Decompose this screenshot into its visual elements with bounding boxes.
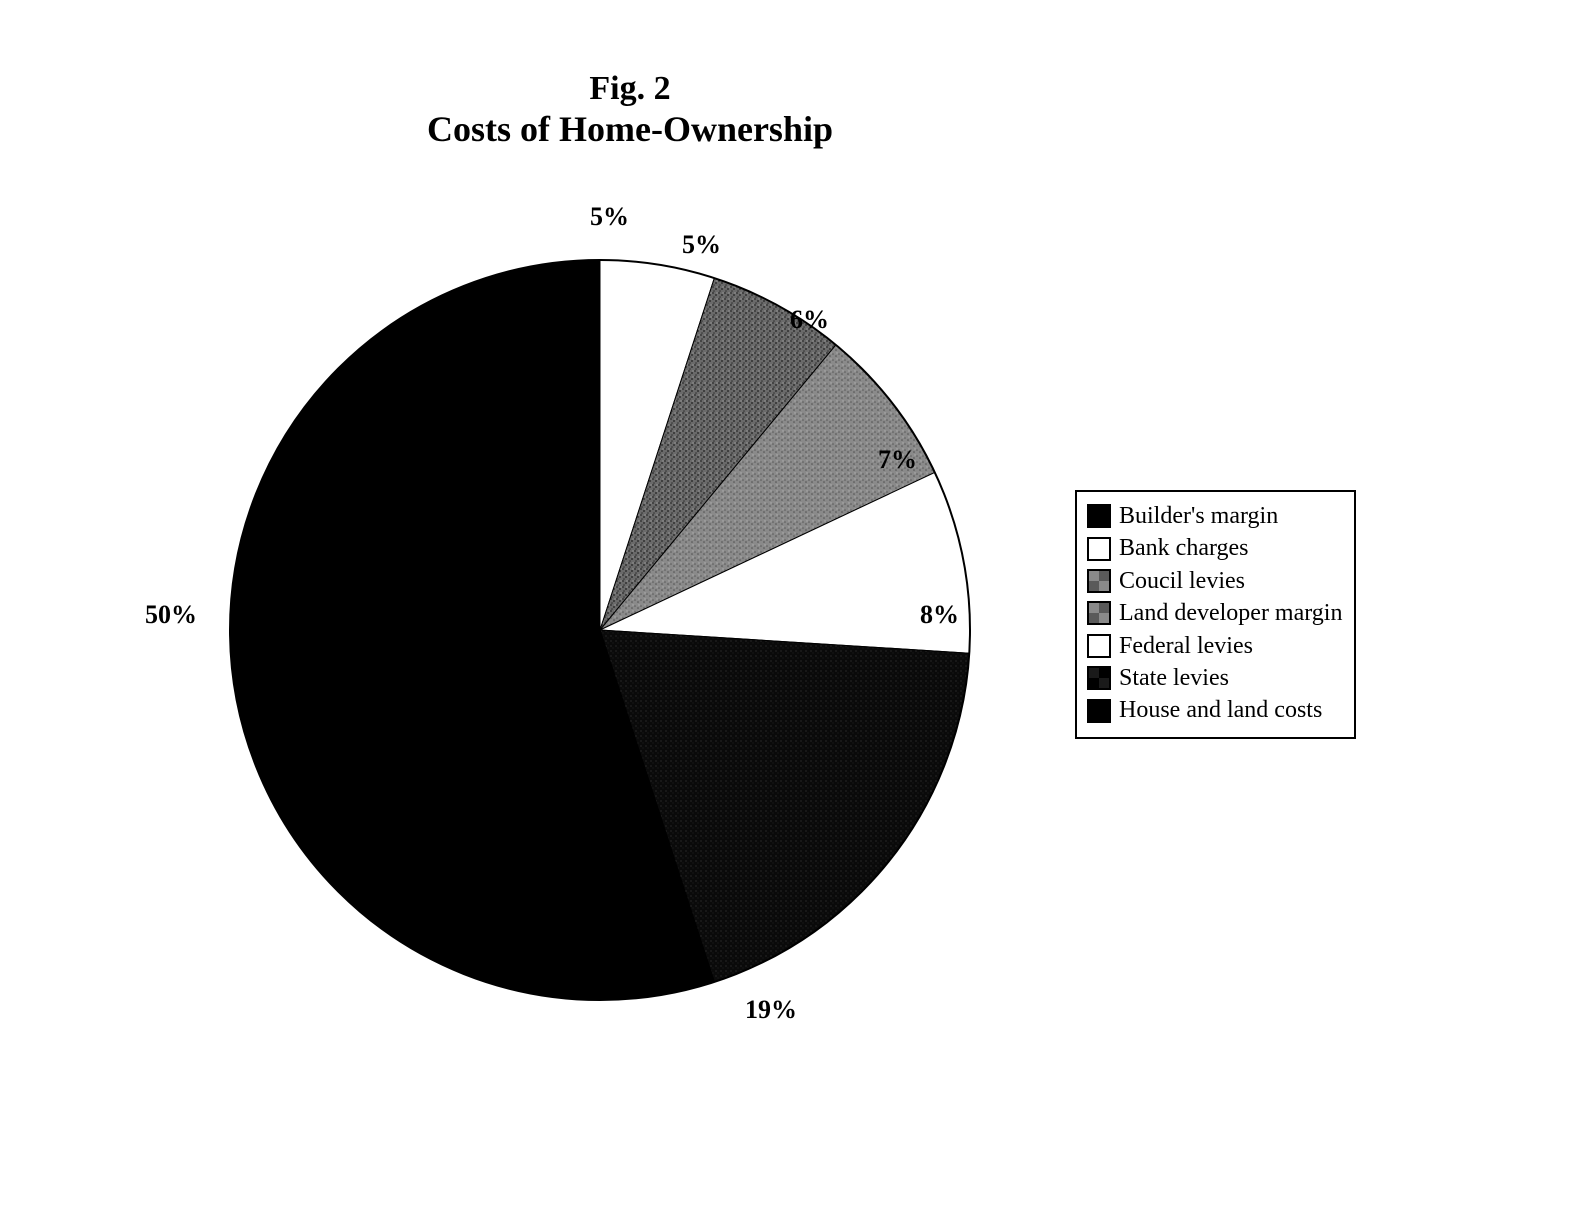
legend: Builder's marginBank chargesCoucil levie… [1075,490,1356,739]
legend-label: Federal levies [1119,630,1253,662]
legend-row: Bank charges [1087,532,1342,564]
slice-label: 5% [590,202,629,232]
legend-swatch [1087,504,1111,528]
legend-swatch [1087,666,1111,690]
legend-swatch [1087,601,1111,625]
legend-label: House and land costs [1119,694,1322,726]
slice-label: 19% [745,995,797,1025]
legend-row: Coucil levies [1087,565,1342,597]
slice-label: 50% [145,600,197,630]
legend-label: State levies [1119,662,1229,694]
legend-swatch [1087,699,1111,723]
legend-label: Coucil levies [1119,565,1245,597]
title-block: Fig. 2 Costs of Home-Ownership [0,70,1260,150]
legend-label: Builder's margin [1119,500,1278,532]
legend-swatch [1087,634,1111,658]
legend-row: Federal levies [1087,630,1342,662]
slice-label: 5% [682,230,721,260]
legend-row: State levies [1087,662,1342,694]
page: Fig. 2 Costs of Home-Ownership [0,0,1577,1208]
pie-svg [190,220,1010,1040]
slice-label: 8% [920,600,959,630]
pie-chart: 5%5%6%7%8%19%50% [190,220,1010,1040]
legend-swatch [1087,537,1111,561]
legend-row: Land developer margin [1087,597,1342,629]
slice-label: 6% [790,305,829,335]
figure-title: Costs of Home-Ownership [0,108,1260,150]
legend-row: House and land costs [1087,694,1342,726]
legend-row: Builder's margin [1087,500,1342,532]
legend-label: Land developer margin [1119,597,1342,629]
legend-swatch [1087,569,1111,593]
figure-number: Fig. 2 [0,70,1260,108]
legend-label: Bank charges [1119,532,1249,564]
slice-label: 7% [878,445,917,475]
